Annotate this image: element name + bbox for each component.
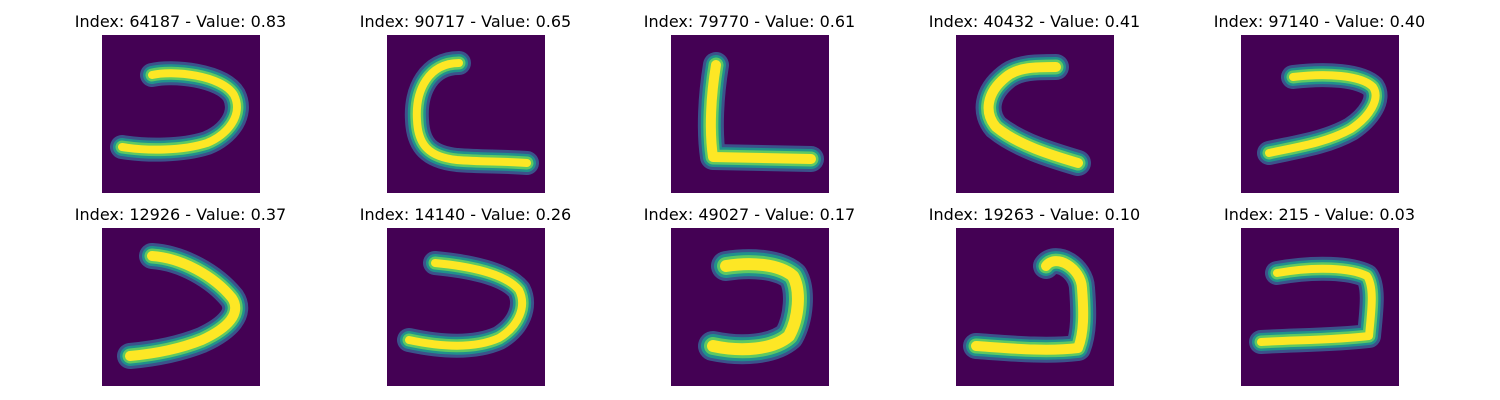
digit-image — [956, 35, 1114, 193]
panel-2: Index: 90717 - Value: 0.65 — [323, 10, 608, 200]
panel-title: Index: 79770 - Value: 0.61 — [643, 12, 856, 31]
panel-title: Index: 12926 - Value: 0.37 — [74, 205, 287, 224]
panel-title: Index: 40432 - Value: 0.41 — [928, 12, 1141, 31]
panel-9: Index: 19263 - Value: 0.10 — [892, 203, 1177, 393]
digit-image — [387, 228, 545, 386]
digit-image — [102, 35, 260, 193]
digit-image — [1241, 35, 1399, 193]
panel-title: Index: 49027 - Value: 0.17 — [643, 205, 856, 224]
digit-image — [671, 35, 829, 193]
digit-image — [1241, 228, 1399, 386]
panel-title: Index: 14140 - Value: 0.26 — [359, 205, 572, 224]
panel-title: Index: 90717 - Value: 0.65 — [359, 12, 572, 31]
panel-10: Index: 215 - Value: 0.03 — [1177, 203, 1462, 393]
digit-image — [671, 228, 829, 386]
panel-4: Index: 40432 - Value: 0.41 — [892, 10, 1177, 200]
panel-8: Index: 49027 - Value: 0.17 — [607, 203, 892, 393]
panel-5: Index: 97140 - Value: 0.40 — [1177, 10, 1462, 200]
digit-image — [102, 228, 260, 386]
digit-image — [956, 228, 1114, 386]
panel-1: Index: 64187 - Value: 0.83 — [38, 10, 323, 200]
panel-6: Index: 12926 - Value: 0.37 — [38, 203, 323, 393]
panel-title: Index: 215 - Value: 0.03 — [1223, 205, 1416, 224]
panel-title: Index: 97140 - Value: 0.40 — [1213, 12, 1426, 31]
digit-image — [387, 35, 545, 193]
panel-3: Index: 79770 - Value: 0.61 — [607, 10, 892, 200]
panel-7: Index: 14140 - Value: 0.26 — [323, 203, 608, 393]
panel-title: Index: 64187 - Value: 0.83 — [74, 12, 287, 31]
panel-title: Index: 19263 - Value: 0.10 — [928, 205, 1141, 224]
